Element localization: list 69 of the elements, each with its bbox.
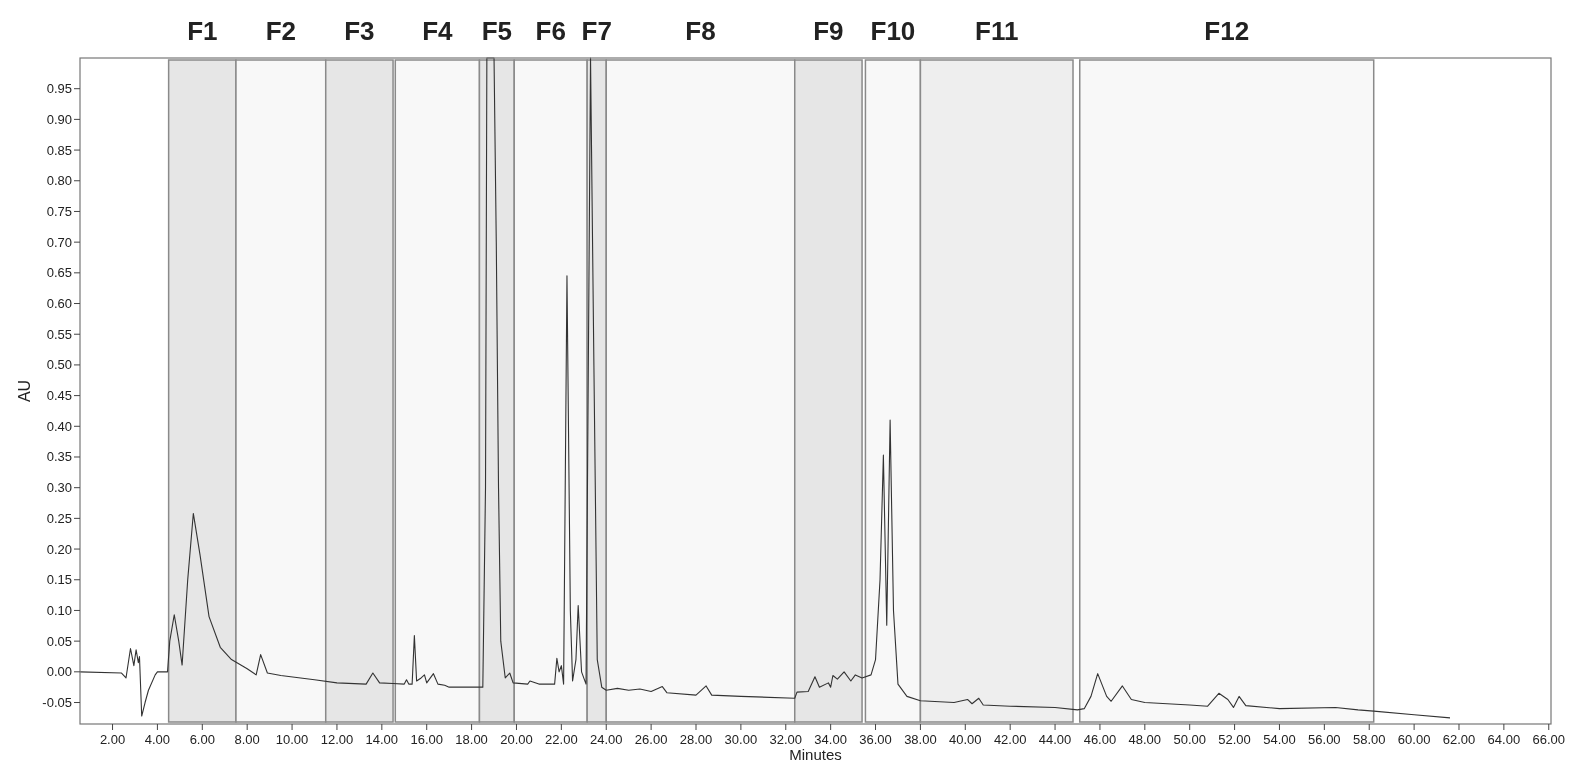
- band-label: F7: [581, 16, 612, 46]
- band-label: F8: [685, 16, 716, 46]
- y-tick-label: 0.95: [46, 81, 72, 97]
- band-label: F6: [535, 16, 566, 46]
- y-tick-label: 0.85: [46, 142, 72, 158]
- y-tick-label: 0.80: [46, 173, 72, 189]
- x-tick-label: 62.00: [1442, 732, 1476, 747]
- line-series: [80, 57, 1451, 719]
- x-tick-label: 28.00: [679, 732, 713, 747]
- x-tick-label: 44.00: [1038, 732, 1072, 747]
- y-tick-label: 0.35: [46, 449, 72, 465]
- band-label: F1: [187, 16, 218, 46]
- x-tick-label: 54.00: [1263, 732, 1296, 747]
- y-tick-label: 0.40: [46, 418, 72, 434]
- x-tick-label: 14.00: [365, 732, 399, 747]
- y-tick-label: 0.00: [46, 664, 72, 680]
- band-label: F2: [265, 16, 297, 46]
- y-tick-label: 0.20: [46, 541, 72, 557]
- x-tick-label: 40.00: [949, 732, 982, 747]
- y-tick-label: 0.70: [46, 234, 72, 250]
- y-tick-label: 0.05: [46, 633, 72, 649]
- x-axis-title: Minutes: [789, 746, 842, 763]
- band-label: F9: [813, 16, 844, 46]
- y-tick-label: 0.90: [46, 111, 72, 127]
- band-label: F3: [344, 16, 375, 46]
- band-label: F12: [1204, 16, 1250, 46]
- y-tick-label: 0.45: [46, 388, 72, 404]
- x-tick-label: 4.00: [144, 732, 171, 747]
- y-tick-label: 0.10: [46, 602, 72, 618]
- x-tick-label: 46.00: [1083, 732, 1117, 747]
- x-tick-label: 66.00: [1532, 732, 1566, 747]
- x-tick-label: 48.00: [1128, 732, 1162, 747]
- x-tick-label: 56.00: [1308, 732, 1341, 747]
- y-tick-label: 0.55: [46, 326, 72, 342]
- band-label: F10: [870, 16, 916, 46]
- x-tick-label: 10.00: [275, 732, 309, 747]
- x-tick-label: 2.00: [99, 732, 126, 747]
- band-label: F4: [422, 16, 454, 46]
- y-tick-label: -0.05: [42, 695, 72, 711]
- x-tick-label: 38.00: [904, 732, 937, 747]
- x-tick-label: 12.00: [320, 732, 354, 747]
- x-tick-label: 26.00: [634, 732, 668, 747]
- x-tick-label: 36.00: [859, 732, 892, 747]
- x-tick-label: 22.00: [545, 732, 578, 747]
- x-tick-label: 34.00: [814, 732, 847, 747]
- x-tick-label: 32.00: [769, 732, 803, 747]
- band-label: F11: [975, 16, 1019, 46]
- y-tick-label: 0.60: [46, 296, 72, 312]
- y-tick-label: 0.30: [46, 480, 72, 496]
- x-tick-label: 16.00: [410, 732, 443, 747]
- x-tick-label: 6.00: [189, 732, 215, 747]
- x-tick-label: 50.00: [1173, 732, 1206, 747]
- y-tick-label: 0.25: [46, 510, 72, 526]
- x-tick-label: 58.00: [1352, 732, 1386, 747]
- y-tick-label: 0.50: [46, 357, 72, 373]
- y-axis-title: AU: [16, 379, 33, 403]
- band-label: F5: [481, 16, 513, 46]
- y-tick-label: 0.75: [46, 203, 72, 219]
- x-tick-label: 42.00: [993, 732, 1027, 747]
- y-tick-label: 0.65: [46, 265, 72, 281]
- x-tick-label: 18.00: [455, 732, 488, 747]
- x-tick-label: 52.00: [1218, 732, 1251, 747]
- x-tick-label: 64.00: [1487, 732, 1521, 747]
- x-tick-label: 20.00: [500, 732, 533, 747]
- x-tick-label: 8.00: [234, 732, 260, 747]
- x-tick-label: 24.00: [589, 732, 623, 747]
- y-tick-label: 0.15: [46, 572, 72, 588]
- x-tick-label: 30.00: [724, 732, 758, 747]
- x-tick-label: 60.00: [1397, 732, 1431, 747]
